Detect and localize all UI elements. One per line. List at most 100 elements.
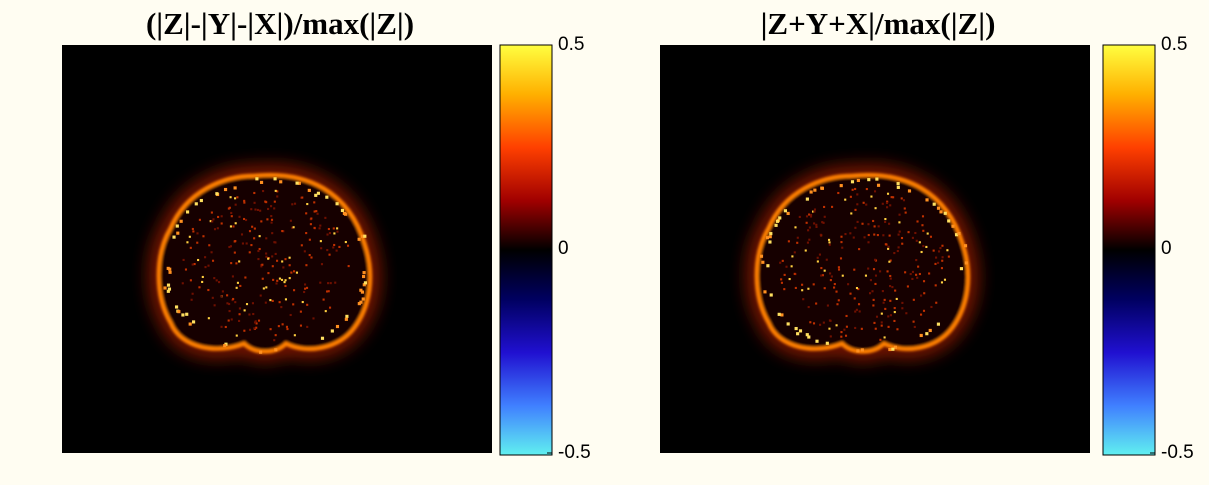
speckle xyxy=(183,259,185,261)
speckle xyxy=(293,289,295,291)
edge-speckle xyxy=(200,199,203,202)
speckle xyxy=(230,212,232,214)
speckle xyxy=(228,319,230,321)
speckle xyxy=(828,241,830,243)
speckle xyxy=(248,313,250,315)
speckle xyxy=(192,228,194,230)
speckle xyxy=(898,214,900,216)
speckle xyxy=(820,275,822,277)
speckle xyxy=(791,255,793,257)
speckle xyxy=(863,202,865,204)
speckle xyxy=(185,268,187,270)
speckle xyxy=(933,250,935,252)
speckle xyxy=(259,248,261,250)
speckle xyxy=(850,212,852,214)
page: {"chart_data": [ {"type": "heatmap", "ti… xyxy=(0,0,1209,485)
speckle xyxy=(192,293,194,295)
speckle xyxy=(806,215,808,217)
speckle xyxy=(837,192,839,194)
speckle xyxy=(276,280,278,282)
speckle xyxy=(886,206,888,208)
speckle xyxy=(333,227,335,229)
speckle xyxy=(879,270,881,272)
speckle xyxy=(290,314,292,316)
speckle xyxy=(226,302,228,304)
speckle xyxy=(293,270,295,272)
speckle xyxy=(243,330,245,332)
speckle xyxy=(901,243,903,245)
speckle xyxy=(293,226,295,228)
edge-speckle xyxy=(937,323,940,326)
speckle xyxy=(304,283,306,285)
speckle xyxy=(294,334,296,336)
speckle xyxy=(840,331,842,333)
speckle xyxy=(849,293,851,295)
speckle xyxy=(946,249,948,251)
speckle xyxy=(861,223,863,225)
speckle xyxy=(191,299,193,301)
speckle xyxy=(329,232,331,234)
speckle xyxy=(876,316,878,318)
speckle xyxy=(833,286,835,288)
speckle xyxy=(870,195,872,197)
speckle xyxy=(799,216,801,218)
speckle xyxy=(794,273,796,275)
speckle xyxy=(840,257,842,259)
speckle xyxy=(843,329,845,331)
speckle xyxy=(243,200,245,202)
speckle xyxy=(781,282,783,284)
speckle xyxy=(813,283,815,285)
speckle xyxy=(849,232,851,234)
speckle xyxy=(815,226,817,228)
speckle xyxy=(861,328,863,330)
speckle xyxy=(847,283,849,285)
speckle xyxy=(249,251,251,253)
speckle xyxy=(211,212,213,214)
speckle xyxy=(923,310,925,312)
speckle xyxy=(914,326,916,328)
speckle xyxy=(275,334,277,336)
edge-speckle xyxy=(857,179,860,182)
panel: |Z+Y+X|/max(|Z|)0.50-0.5 xyxy=(660,6,1194,463)
speckle xyxy=(889,204,891,206)
speckle xyxy=(794,226,796,228)
speckle xyxy=(234,240,236,242)
speckle xyxy=(236,287,238,289)
speckle xyxy=(873,299,875,301)
speckle xyxy=(815,224,817,226)
speckle xyxy=(782,260,784,262)
speckle xyxy=(823,322,825,324)
speckle xyxy=(286,328,288,330)
edge-speckle xyxy=(770,293,773,296)
speckle xyxy=(883,302,885,304)
edge-speckle xyxy=(167,284,170,287)
speckle xyxy=(856,309,858,311)
speckle xyxy=(197,259,199,261)
speckle xyxy=(278,325,280,327)
edge-speckle xyxy=(341,209,344,212)
speckle xyxy=(243,218,245,220)
speckle xyxy=(917,266,919,268)
edge-speckle xyxy=(964,244,967,247)
speckle xyxy=(271,255,273,257)
edge-speckle xyxy=(778,313,781,316)
edge-speckle xyxy=(939,210,942,213)
speckle xyxy=(323,299,325,301)
speckle xyxy=(807,229,809,231)
speckle xyxy=(814,208,816,210)
edge-speckle xyxy=(796,332,799,335)
speckle xyxy=(809,226,811,228)
speckle xyxy=(271,232,273,234)
speckle xyxy=(840,336,842,338)
speckle xyxy=(267,258,269,260)
speckle xyxy=(325,310,327,312)
speckle xyxy=(235,222,237,224)
speckle xyxy=(267,208,269,210)
speckle xyxy=(783,288,785,290)
speckle xyxy=(254,209,256,211)
speckle xyxy=(801,284,803,286)
edge-speckle xyxy=(176,232,179,235)
speckle xyxy=(914,232,916,234)
speckle xyxy=(214,304,216,306)
speckle xyxy=(259,210,261,212)
